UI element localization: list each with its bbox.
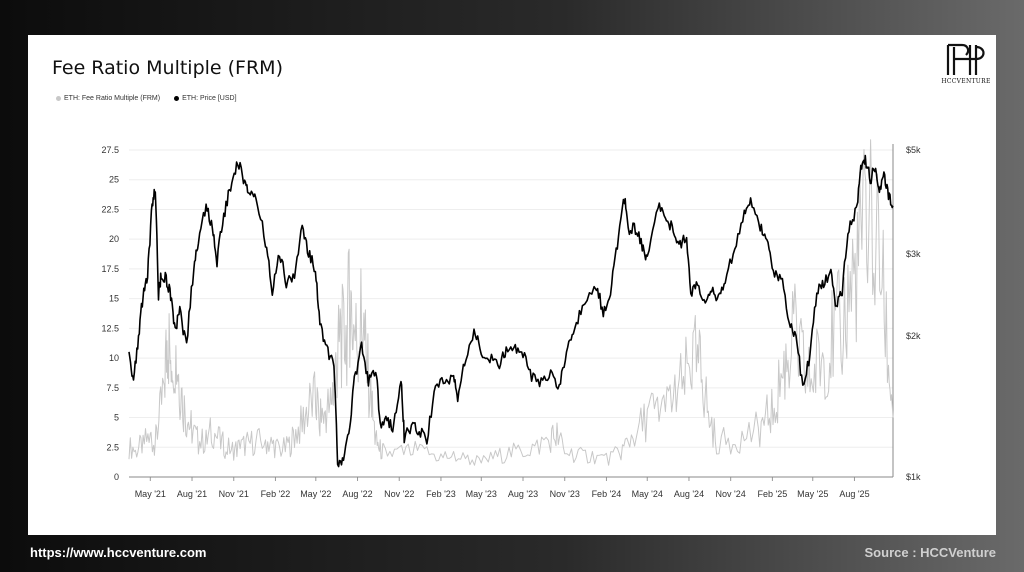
y-left-tick-label: 7.5 — [106, 383, 119, 393]
y-left-tick-label: 17.5 — [101, 264, 119, 274]
x-tick-label: Nov '21 — [219, 489, 249, 499]
brand-logo: HCCVENTURE — [940, 41, 992, 87]
legend-label-price: ETH: Price [USD] — [182, 95, 237, 102]
y-left-tick-label: 2.5 — [106, 442, 119, 452]
legend-dot-frm — [56, 96, 61, 101]
legend-label-frm: ETH: Fee Ratio Multiple (FRM) — [64, 95, 161, 102]
y-right-tick-label: $3k — [906, 249, 921, 259]
y-left-tick-label: 22.5 — [101, 204, 119, 214]
y-right-tick-label: $1k — [906, 472, 921, 482]
legend-dot-price — [174, 96, 180, 101]
x-tick-label: Aug '23 — [508, 489, 538, 499]
x-tick-label: May '21 — [135, 489, 166, 499]
x-tick-label: Aug '24 — [674, 489, 704, 499]
y-left-tick-label: 15 — [109, 294, 119, 304]
legend-item-frm: ETH: Fee Ratio Multiple (FRM) — [56, 95, 160, 102]
y-right-tick-label: $5k — [906, 145, 921, 155]
x-tick-label: Feb '25 — [758, 489, 788, 499]
y-left-tick-label: 0 — [114, 472, 119, 482]
y-left-tick-label: 20 — [109, 234, 119, 244]
series-line-price — [128, 154, 894, 468]
x-tick-label: May '23 — [466, 489, 497, 499]
brand-name: HCCVENTURE — [941, 78, 991, 85]
x-tick-label: Feb '22 — [261, 489, 291, 499]
x-tick-label: Aug '21 — [177, 489, 207, 499]
y-left-tick-label: 12.5 — [101, 323, 119, 333]
y-left-tick-label: 27.5 — [101, 145, 119, 155]
chart-title: Fee Ratio Multiple (FRM) — [52, 57, 283, 79]
x-tick-label: Aug '22 — [342, 489, 372, 499]
x-tick-label: May '25 — [797, 489, 828, 499]
x-tick-label: May '24 — [632, 489, 663, 499]
chart-card: Fee Ratio Multiple (FRM) ETH: Fee Ratio … — [28, 35, 996, 535]
x-tick-label: May '22 — [300, 489, 331, 499]
x-tick-label: Feb '24 — [592, 489, 622, 499]
x-tick-label: Nov '23 — [550, 489, 580, 499]
y-left-tick-label: 5 — [114, 413, 119, 423]
footer-url[interactable]: https://www.hccventure.com — [30, 545, 207, 560]
legend-item-price: ETH: Price [USD] — [174, 95, 237, 102]
chart-plot: 0 2.5 5 7.5 10 12.5 15 17.5 20 22.5 25 27.5 $1k $2k $3… — [101, 139, 921, 499]
x-tick-label: Nov '22 — [384, 489, 414, 499]
y-left-tick-label: 10 — [109, 353, 119, 363]
y-right-tick-label: $2k — [906, 331, 921, 341]
series-line-frm — [128, 139, 894, 466]
x-tick-label: Nov '24 — [716, 489, 746, 499]
brand-monogram-icon — [946, 43, 985, 75]
x-tick-label: Aug '25 — [839, 489, 869, 499]
x-tick-label: Feb '23 — [426, 489, 456, 499]
y-left-tick-label: 25 — [109, 175, 119, 185]
footer-source: Source : HCCVenture — [864, 545, 996, 560]
legend: ETH: Fee Ratio Multiple (FRM) ETH: Price… — [56, 95, 237, 102]
